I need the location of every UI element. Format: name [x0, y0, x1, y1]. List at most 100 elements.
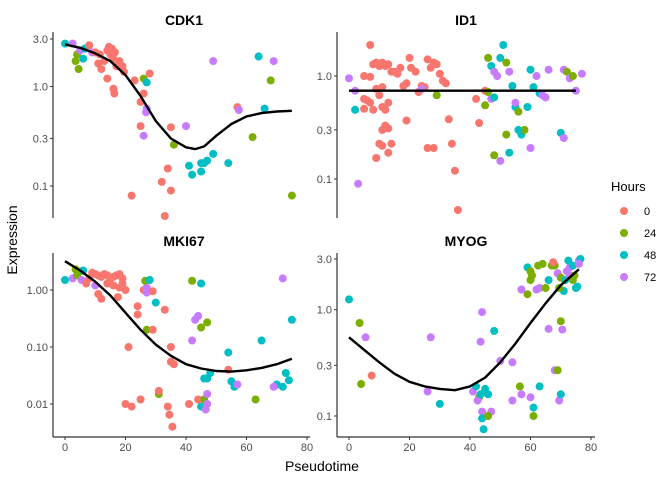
x-tick-label: 80 — [301, 442, 313, 454]
data-point — [360, 104, 369, 113]
data-point — [432, 91, 441, 100]
y-tick-label: 3.0 — [33, 34, 48, 46]
data-point — [182, 122, 190, 131]
data-point — [154, 386, 163, 395]
data-point — [568, 72, 577, 80]
panel-title: MKI67 — [163, 233, 204, 249]
legend-title: Hours — [611, 179, 646, 194]
data-point — [381, 105, 390, 114]
panel-title: CDK1 — [165, 12, 203, 28]
legend-key-0 — [620, 207, 628, 215]
data-point — [544, 65, 553, 74]
data-point — [366, 72, 375, 81]
data-point — [372, 154, 381, 162]
data-point — [130, 76, 139, 85]
data-point — [127, 402, 136, 411]
y-tick-label: 0.01 — [27, 399, 48, 411]
data-point — [185, 161, 193, 170]
data-point — [502, 130, 511, 139]
data-point — [355, 319, 364, 327]
x-tick-label: 0 — [62, 442, 68, 454]
data-point — [266, 76, 275, 85]
data-point — [490, 151, 499, 160]
y-tick-label: 0.1 — [317, 411, 332, 423]
data-point — [281, 369, 290, 377]
data-point — [423, 55, 432, 64]
data-point — [472, 94, 481, 103]
data-point — [514, 125, 523, 134]
x-tick-label: 60 — [524, 442, 536, 454]
y-tick-label: 0.3 — [317, 125, 332, 137]
legend-label: 0 — [644, 206, 650, 218]
data-point — [508, 396, 517, 405]
data-point — [157, 177, 166, 186]
legend-key-48 — [620, 251, 628, 259]
data-point — [423, 387, 432, 396]
data-point — [203, 374, 212, 383]
data-point — [121, 400, 130, 408]
data-point — [133, 302, 142, 311]
data-point — [402, 79, 411, 88]
x-tick-label: 0 — [346, 442, 352, 454]
data-point — [577, 69, 586, 78]
legend: Hours 0 24 48 72 — [611, 179, 656, 284]
data-point — [523, 290, 532, 299]
data-point — [496, 53, 505, 62]
y-tick-label: 3.0 — [317, 254, 332, 266]
data-point — [148, 325, 157, 334]
data-point — [366, 98, 375, 107]
data-point — [269, 57, 278, 66]
data-point — [393, 69, 402, 78]
data-point — [441, 79, 450, 88]
legend-label: 48 — [644, 250, 656, 262]
data-point — [559, 134, 568, 142]
data-point — [194, 312, 203, 320]
data-point — [369, 105, 378, 114]
data-point — [61, 39, 69, 48]
data-point — [251, 395, 260, 404]
data-point — [476, 337, 485, 346]
data-point — [479, 425, 488, 434]
legend-label: 72 — [644, 272, 656, 284]
data-point — [375, 91, 384, 100]
data-point — [384, 148, 393, 157]
x-tick-label: 20 — [119, 442, 131, 454]
data-point — [197, 279, 206, 288]
data-point — [515, 382, 524, 391]
legend-key-24 — [620, 229, 628, 237]
data-point — [124, 343, 133, 351]
data-point — [573, 282, 582, 291]
x-tick-label: 80 — [585, 442, 597, 454]
data-point — [535, 382, 544, 391]
data-point — [269, 382, 278, 391]
panel-mki67: MKI67 1.00 0.10 0.01 0 20 40 60 80 — [27, 233, 314, 454]
data-point — [538, 259, 547, 268]
data-point — [508, 82, 517, 90]
panel-title: MYOG — [445, 233, 488, 249]
panel-title: ID1 — [455, 12, 477, 28]
data-point — [411, 67, 420, 76]
data-point — [136, 395, 145, 404]
data-point — [541, 284, 550, 292]
data-point — [490, 327, 499, 335]
data-point — [142, 325, 151, 334]
y-tick-label: 0.3 — [317, 360, 332, 372]
data-point — [194, 395, 203, 404]
data-point — [234, 106, 243, 114]
y-axis-title: Expression — [4, 205, 20, 274]
data-point — [396, 63, 405, 72]
y-tick-label: 1.0 — [317, 305, 332, 317]
data-point — [254, 52, 263, 61]
data-point — [520, 125, 529, 134]
x-tick-label: 40 — [464, 442, 476, 454]
panel-id1: ID1 1.0 0.3 0.1 — [317, 12, 586, 218]
data-point — [384, 124, 393, 133]
data-point — [426, 333, 435, 342]
data-point — [453, 206, 462, 214]
data-point — [484, 53, 493, 62]
data-point — [478, 308, 487, 317]
data-point — [508, 358, 517, 367]
data-point — [257, 336, 266, 345]
x-tick-label: 20 — [403, 442, 415, 454]
